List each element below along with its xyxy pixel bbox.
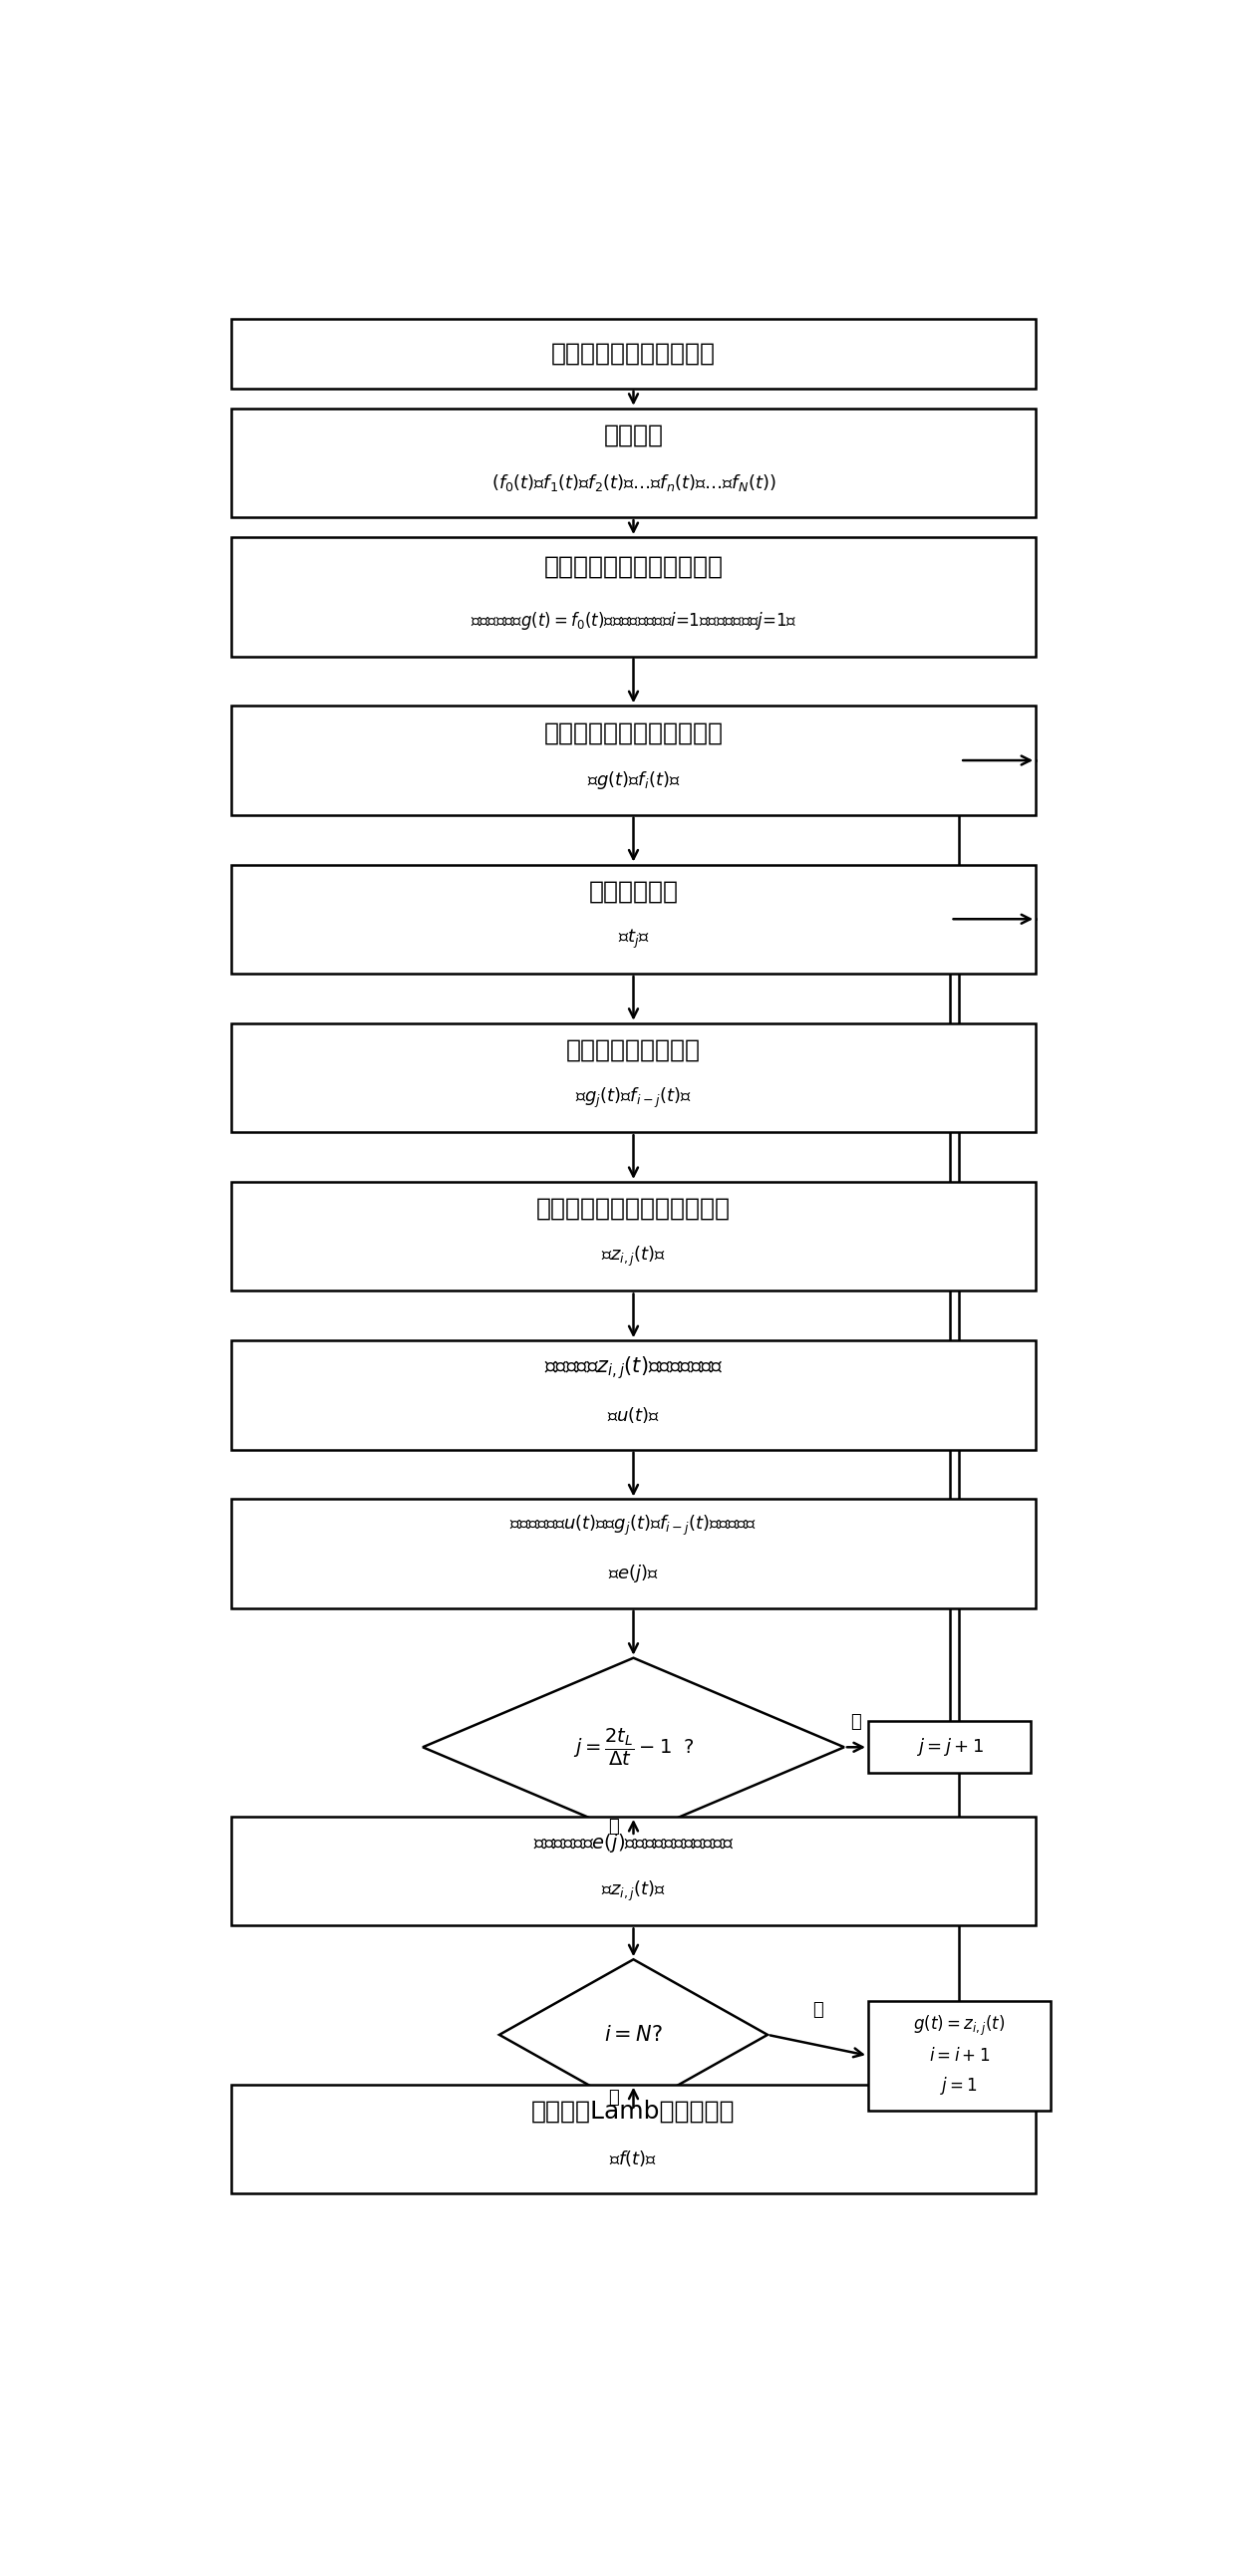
Text: $i=i+1$: $i=i+1$: [928, 2048, 990, 2063]
Text: （$f(t)$）: （$f(t)$）: [609, 2148, 658, 2169]
Text: （$z_{i,j}(t)$）: （$z_{i,j}(t)$）: [601, 1244, 666, 1267]
Polygon shape: [423, 1659, 844, 1837]
Text: （$u(t)$）: （$u(t)$）: [607, 1404, 660, 1425]
Text: $j=\dfrac{2t_L}{\Delta t}-1$  ?: $j=\dfrac{2t_L}{\Delta t}-1$ ?: [572, 1726, 695, 1767]
Text: 布置线形压电传感器阵列: 布置线形压电传感器阵列: [551, 343, 716, 366]
Text: 补偿后的Lamb波传感信号: 补偿后的Lamb波传感信号: [531, 2099, 735, 2123]
Text: $i=N$?: $i=N$?: [604, 2025, 662, 2045]
Bar: [231, 1023, 1036, 1133]
Bar: [231, 866, 1036, 974]
Text: 计算延迟时间: 计算延迟时间: [588, 878, 679, 904]
Text: （$z_{i,j}(t)$）: （$z_{i,j}(t)$）: [601, 1878, 666, 1904]
Text: 是: 是: [608, 1819, 619, 1837]
Text: （$g_j(t)$，$f_{i-j}(t)$）: （$g_j(t)$，$f_{i-j}(t)$）: [575, 1084, 692, 1110]
Text: 使用拟合公式$u(t)$计算$g_j(t)$和$f_{i-j}(t)$的合成误差: 使用拟合公式$u(t)$计算$g_j(t)$和$f_{i-j}(t)$的合成误差: [509, 1515, 758, 1538]
Text: （待补偿信号$g(t)=f_0(t)$，补偿传感器编号$i$=1，时间延迟单位$j$=1）: （待补偿信号$g(t)=f_0(t)$，补偿传感器编号$i$=1，时间延迟单位$…: [470, 611, 797, 631]
Text: 是: 是: [608, 2089, 619, 2107]
Bar: [231, 1182, 1036, 1291]
Bar: [868, 1721, 1031, 1772]
Text: （$g(t)$，$f_i(t)$）: （$g(t)$，$f_i(t)$）: [587, 770, 680, 791]
Bar: [231, 407, 1036, 518]
Polygon shape: [499, 1960, 768, 2110]
Text: 否: 否: [812, 2002, 823, 2020]
Text: ($f_0(t)$、$f_1(t)$、$f_2(t)$、…、$f_n(t)$、…、$f_N(t)$): ($f_0(t)$、$f_1(t)$、$f_2(t)$、…、$f_n(t)$、……: [491, 471, 776, 492]
Bar: [231, 706, 1036, 814]
Bar: [231, 538, 1036, 657]
Text: 求取合成误差$e(j)$最小值点对应的合成信号: 求取合成误差$e(j)$最小值点对应的合成信号: [533, 1832, 734, 1855]
Text: 否: 否: [850, 1713, 861, 1731]
Text: $j=j+1$: $j=j+1$: [916, 1736, 984, 1759]
Text: （$e(j)$）: （$e(j)$）: [608, 1564, 659, 1584]
Text: 同步采集: 同步采集: [603, 422, 664, 448]
Text: 选取待补偿信号和补偿信号: 选取待补偿信号和补偿信号: [544, 721, 723, 744]
Bar: [231, 2084, 1036, 2195]
Bar: [231, 1499, 1036, 1607]
Text: 对信号处理程序进行初始化: 对信号处理程序进行初始化: [544, 554, 723, 580]
Text: $j=1$: $j=1$: [941, 2074, 978, 2097]
Text: 对合成信号$z_{i,j}(t)$进行多项式拟合: 对合成信号$z_{i,j}(t)$进行多项式拟合: [544, 1355, 723, 1381]
Text: $g(t)=z_{i,j}(t)$: $g(t)=z_{i,j}(t)$: [913, 2014, 1005, 2038]
Text: （$t_j$）: （$t_j$）: [618, 927, 649, 951]
Bar: [231, 1340, 1036, 1450]
Bar: [231, 1816, 1036, 1927]
Bar: [868, 2002, 1051, 2110]
Text: 对信号进行时间延迟: 对信号进行时间延迟: [566, 1038, 701, 1061]
Text: 将时间延迟后的信号进行合成: 将时间延迟后的信号进行合成: [536, 1198, 730, 1221]
Bar: [231, 319, 1036, 389]
